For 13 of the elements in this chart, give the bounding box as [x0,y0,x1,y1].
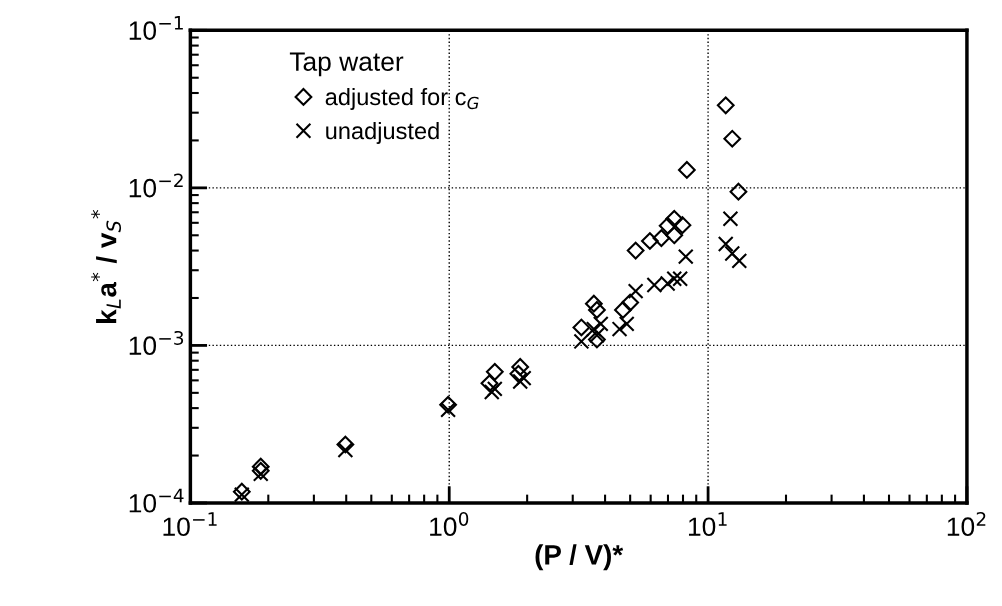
legend-label: adjusted for c$_{G}$ [325,87,479,110]
y-tick-label: 10$^{−1}$ [129,16,183,40]
legend-title: Tap water [289,52,404,77]
y-tick-label: 10$^{−4}$ [129,488,184,513]
y-axis-title: k$_{L}$a$^{*}$ / v$_{S}$$^{*}$ [91,209,122,323]
y-tick-label: 10$^{−2}$ [129,173,183,198]
legend-label: unadjusted [326,121,439,144]
x-tick-label: 10$^{1}$ [688,512,727,537]
x-tick-label: 10$^{−1}$ [163,512,217,537]
y-tick-label: 10$^{−3}$ [129,330,184,356]
x-tick-label: 10$^{2}$ [947,511,986,537]
x-axis-title: (P / V)* [535,544,624,571]
x-tick-label: 10$^{0}$ [430,511,469,537]
